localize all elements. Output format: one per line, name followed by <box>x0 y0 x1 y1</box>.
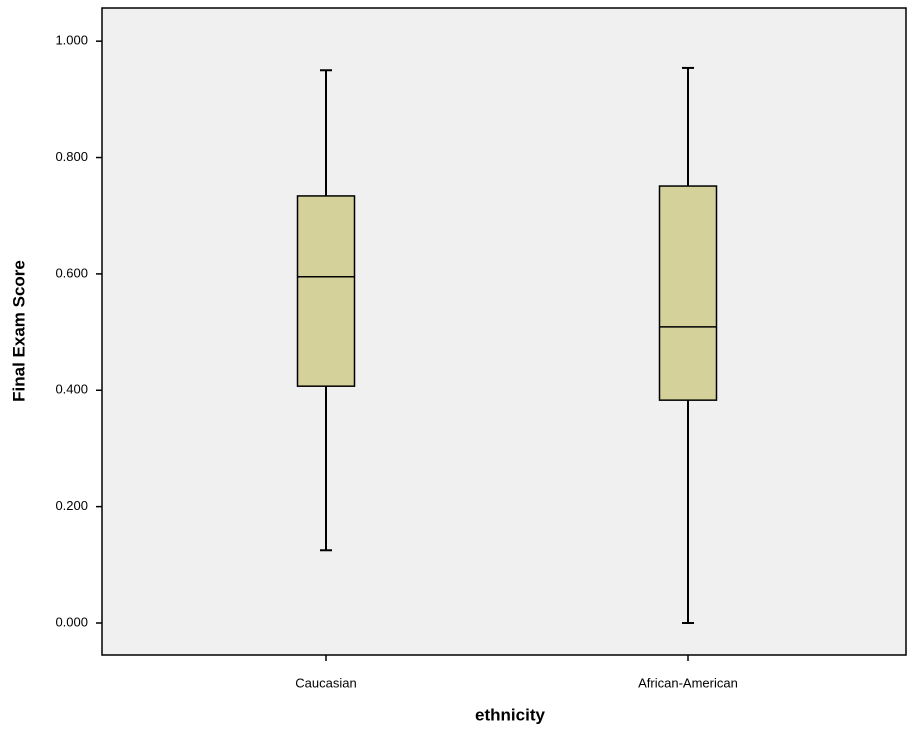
y-tick-label: 0.200 <box>55 498 88 513</box>
y-tick-label: 0.800 <box>55 149 88 164</box>
box <box>658 185 718 401</box>
y-tick-label: 0.400 <box>55 382 88 397</box>
box <box>296 195 356 387</box>
y-tick-label: 0.000 <box>55 614 88 629</box>
plot-area <box>101 7 907 656</box>
y-axis-title: Final Exam Score <box>9 260 28 402</box>
x-tick-label: Caucasian <box>295 675 356 690</box>
x-axis-title: ethnicity <box>475 705 545 724</box>
x-tick-label: African-American <box>638 675 738 690</box>
y-tick-label: 1.000 <box>55 33 88 48</box>
y-tick-label: 0.600 <box>55 265 88 280</box>
